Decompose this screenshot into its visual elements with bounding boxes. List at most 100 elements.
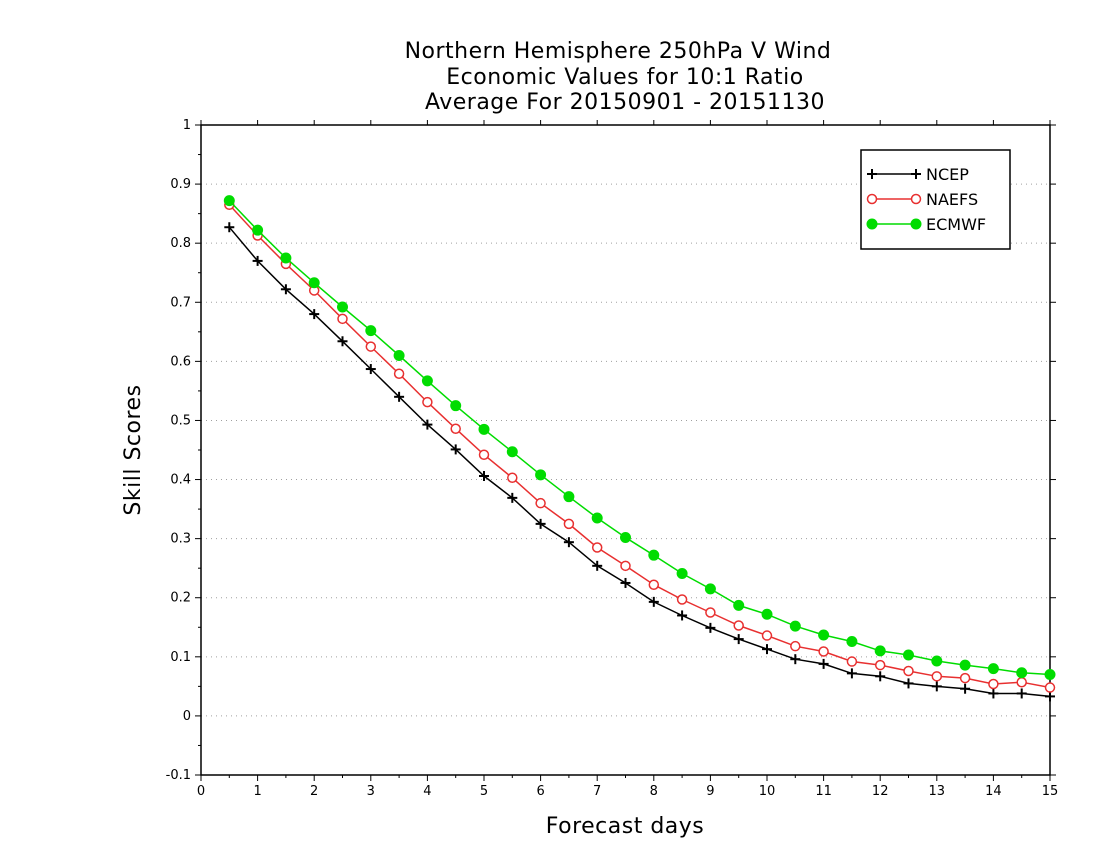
data-point-ecmwf — [676, 568, 688, 579]
y-tick-label: 1 — [183, 118, 191, 133]
data-point-ncep — [535, 518, 546, 529]
data-point-ncep — [733, 634, 744, 645]
x-tick-label: 5 — [480, 784, 488, 799]
data-point-ncep — [592, 560, 603, 571]
axis-ticks: -0.100.10.20.30.40.50.60.70.80.910 1 2 3 4 5 6… — [166, 118, 1059, 799]
data-point-ncep — [450, 444, 461, 455]
data-point-ncep — [960, 683, 971, 694]
data-point-ecmwf — [733, 599, 745, 611]
legend-label: ECMWF — [926, 215, 986, 234]
data-point-naefs — [931, 671, 943, 682]
data-point-ncep — [394, 391, 405, 402]
data-point-ecmwf — [818, 629, 830, 641]
data-point-ecmwf — [620, 531, 631, 543]
data-point-naefs — [337, 313, 348, 325]
data-point-naefs — [959, 672, 971, 684]
data-point-ncep — [252, 255, 263, 266]
x-tick-label: 8 — [650, 784, 658, 799]
y-tick-label: 0.2 — [170, 591, 191, 606]
series-ncep — [224, 222, 1055, 702]
x-tick-label: 11 — [815, 784, 832, 799]
data-point-naefs — [818, 646, 829, 657]
grid-lines — [201, 183, 1050, 717]
chart-title-line-1: Northern Hemisphere 250hPa V Wind — [405, 39, 832, 64]
data-point-naefs — [450, 423, 461, 434]
data-point-naefs — [676, 594, 688, 605]
legend-marker — [910, 218, 922, 230]
data-point-ecmwf — [1044, 669, 1056, 681]
x-tick-label: 0 — [197, 784, 205, 799]
data-point-ncep — [507, 492, 518, 503]
data-point-ncep — [705, 622, 716, 633]
data-point-naefs — [1044, 682, 1056, 693]
data-point-ncep — [762, 644, 772, 655]
data-point-naefs — [535, 497, 546, 509]
data-point-ncep — [224, 222, 235, 233]
data-point-naefs — [365, 341, 377, 352]
data-point-ecmwf — [223, 195, 235, 207]
data-point-ecmwf — [591, 512, 603, 524]
y-tick-label: 0 — [183, 709, 191, 724]
data-point-naefs — [705, 607, 716, 618]
x-tick-label: 12 — [872, 784, 889, 799]
data-point-ncep — [677, 610, 688, 621]
data-point-ncep — [365, 364, 376, 375]
series-ecmwf — [223, 195, 1056, 681]
data-point-ecmwf — [648, 549, 660, 561]
legend-marker — [866, 193, 878, 205]
chart-title-line-2: Economic Values for 10:1 Ratio — [446, 65, 803, 90]
data-point-ecmwf — [761, 608, 773, 620]
data-point-ncep — [875, 671, 886, 682]
data-point-ncep — [846, 668, 857, 679]
legend-items: NCEP NAEFS ECMWF — [866, 165, 986, 234]
data-point-ncep — [648, 596, 659, 607]
data-point-ecmwf — [1016, 667, 1028, 679]
x-tick-label: 2 — [310, 784, 318, 799]
series-line-naefs — [228, 204, 1051, 689]
data-point-naefs — [478, 449, 490, 460]
legend-item-ecmwf: ECMWF — [866, 215, 986, 234]
x-tick-label: 13 — [929, 784, 946, 799]
data-point-naefs — [648, 579, 660, 590]
legend-item-naefs: NAEFS — [866, 190, 978, 209]
data-point-ncep — [620, 577, 631, 588]
data-point-ncep — [1045, 691, 1055, 702]
x-tick-label: 3 — [367, 784, 375, 799]
x-tick-label: 4 — [423, 784, 431, 799]
data-point-ncep — [280, 284, 291, 295]
x-tick-label: 15 — [1042, 784, 1059, 799]
data-point-ecmwf — [987, 663, 999, 675]
y-tick-label: 0.4 — [170, 473, 191, 488]
y-tick-label: 0.8 — [170, 236, 191, 251]
x-tick-label: 6 — [536, 784, 544, 799]
x-tick-label: 9 — [706, 784, 714, 799]
data-point-naefs — [790, 640, 801, 652]
data-point-ecmwf — [308, 277, 320, 289]
data-point-ncep — [309, 309, 320, 320]
series-naefs — [224, 199, 1056, 693]
y-tick-label: -0.1 — [166, 768, 191, 783]
data-point-naefs — [988, 678, 999, 690]
y-tick-label: 0.1 — [170, 650, 191, 665]
chart-title-line-3: Average For 20150901 - 20151130 — [425, 90, 825, 115]
data-point-ncep — [422, 419, 433, 430]
legend: NCEP NAEFS ECMWF — [860, 149, 1011, 250]
series-line-ecmwf — [228, 200, 1051, 676]
data-point-naefs — [563, 518, 575, 530]
data-point-ecmwf — [931, 655, 943, 667]
data-point-ncep — [903, 678, 914, 689]
data-point-naefs — [620, 560, 631, 572]
data-point-naefs — [393, 368, 405, 380]
x-tick-label: 14 — [985, 784, 1002, 799]
data-point-ecmwf — [365, 325, 377, 337]
data-point-ncep — [818, 658, 829, 669]
y-tick-label: 0.7 — [170, 295, 191, 310]
legend-marker — [911, 169, 921, 179]
data-point-ncep — [931, 681, 942, 692]
legend-label: NAEFS — [926, 190, 978, 209]
data-point-ecmwf — [478, 423, 490, 435]
data-point-ecmwf — [421, 375, 433, 387]
data-point-ecmwf — [704, 583, 716, 595]
data-point-ecmwf — [535, 469, 547, 481]
